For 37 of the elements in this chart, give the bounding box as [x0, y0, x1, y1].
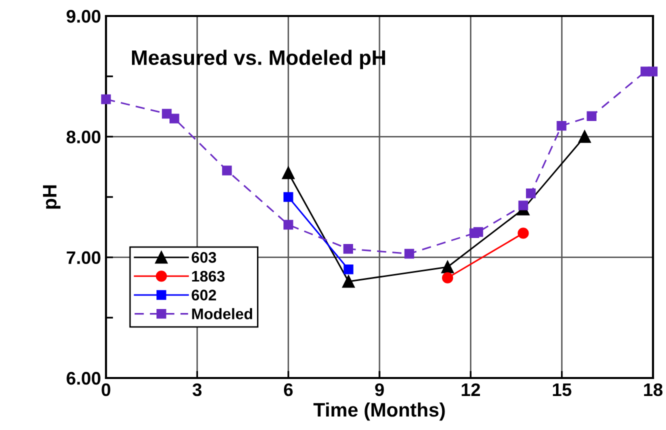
point — [404, 248, 414, 259]
x-tick-label: 0 — [102, 383, 110, 396]
y-tick-label: 6.00 — [66, 372, 100, 385]
y-tick-label: 7.00 — [66, 251, 100, 264]
legend-label: 1863 — [192, 270, 225, 282]
point — [222, 166, 232, 176]
point — [282, 166, 295, 180]
x-axis-title: Time (Months) — [313, 402, 445, 421]
point — [283, 220, 294, 230]
point — [442, 272, 454, 284]
legend-label: 603 — [192, 252, 216, 263]
point — [648, 66, 658, 76]
x-tick-label: 12 — [462, 383, 480, 396]
x-tick-label: 3 — [192, 383, 202, 396]
y-tick-label: 9.00 — [66, 10, 100, 23]
point — [344, 264, 354, 274]
point — [283, 192, 294, 202]
point — [518, 228, 529, 239]
x-tick-label: 6 — [284, 383, 293, 396]
point — [101, 94, 111, 104]
legend-label: Modeled — [192, 308, 252, 320]
x-tick-label: 18 — [644, 383, 662, 396]
point — [343, 244, 354, 254]
point — [526, 188, 536, 198]
point — [578, 130, 591, 143]
point — [518, 200, 528, 210]
x-tick-label: 9 — [375, 383, 384, 396]
point — [441, 260, 454, 274]
point — [342, 275, 355, 288]
y-tick-label: 8.00 — [66, 130, 100, 144]
y-axis-title: pH — [43, 185, 60, 209]
point — [586, 111, 596, 122]
x-tick-label: 15 — [552, 384, 572, 396]
point — [170, 114, 180, 124]
point — [556, 120, 566, 131]
point — [473, 227, 484, 237]
legend-label: 602 — [192, 290, 216, 300]
